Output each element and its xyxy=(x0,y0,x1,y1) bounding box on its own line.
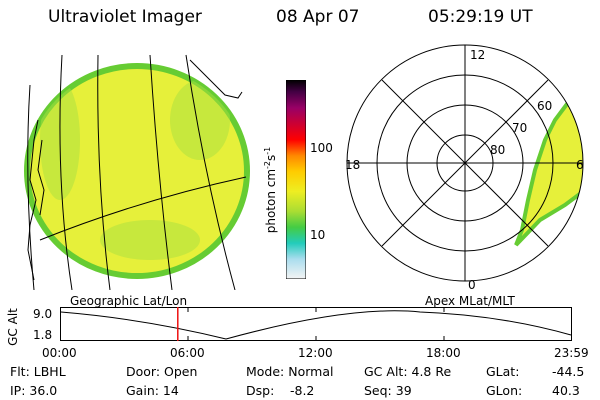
intensity-colorbar xyxy=(286,80,306,279)
glat-value: -44.5 xyxy=(552,364,585,379)
orbit-altitude-curve xyxy=(60,310,572,340)
timeline-xtick-2359: 23:59 xyxy=(554,346,589,360)
mlat-label-60: 60 xyxy=(537,99,552,113)
latitude-line xyxy=(39,176,247,241)
glon-value: 40.3 xyxy=(552,383,580,398)
timeline-ymin: 1.8 xyxy=(33,328,53,342)
mlt-label-18: 18 xyxy=(345,158,360,172)
timeline-xtick-1200: 12:00 xyxy=(298,346,333,360)
polar-mlt-panel: 12 18 6 0 60 70 80 xyxy=(345,44,584,292)
gc-alt-info: GC Alt: 4.8 Re xyxy=(364,364,452,379)
ip-info: IP: 36.0 xyxy=(10,383,58,398)
gain-info: Gain: 14 xyxy=(126,383,179,398)
timeline-xtick-0000: 00:00 xyxy=(42,346,77,360)
colorbar-tick-100: 100 xyxy=(310,141,333,155)
timeline-xtick-1800: 18:00 xyxy=(426,346,461,360)
longitude-grid xyxy=(27,54,236,290)
image-date: 08 Apr 07 xyxy=(276,7,360,27)
geographic-caption: Geographic Lat/Lon xyxy=(70,294,188,308)
mlt-label-6: 6 xyxy=(576,158,584,172)
mlt-label-12: 12 xyxy=(470,48,485,62)
coastline xyxy=(27,59,243,281)
dsp-label: Dsp: xyxy=(246,383,275,398)
glon-label: GLon: xyxy=(486,383,523,398)
colorbar-unit-label-wrap: photon cm-2s-1 xyxy=(263,147,287,234)
colorbar-unit-label: photon cm-2s-1 xyxy=(263,146,278,234)
timeline-ymax: 9.0 xyxy=(33,307,53,321)
seq-info: Seq: 39 xyxy=(364,383,412,398)
altitude-timeline xyxy=(60,307,572,341)
timeline-ticks xyxy=(187,307,445,341)
glat-label: GLat: xyxy=(486,364,520,379)
apex-caption: Apex MLat/MLT xyxy=(425,294,515,308)
geographic-image-panel xyxy=(24,54,250,290)
dsp-value: -8.2 xyxy=(290,383,315,398)
colorbar-tick-10: 10 xyxy=(310,228,326,242)
filter-info: Flt: LBHL xyxy=(10,364,66,379)
timeline-xtick-0600: 06:00 xyxy=(170,346,205,360)
polar-grid xyxy=(346,44,584,282)
mlat-label-70: 70 xyxy=(512,121,527,135)
auroral-disk xyxy=(24,63,250,279)
door-info: Door: Open xyxy=(126,364,198,379)
instrument-title: Ultraviolet Imager xyxy=(48,7,202,27)
mode-info: Mode: Normal xyxy=(246,364,334,379)
mlat-label-80: 80 xyxy=(490,143,505,157)
timeline-ylabel: GC Alt xyxy=(5,308,20,346)
image-time: 05:29:19 UT xyxy=(428,7,533,27)
mlt-label-0: 0 xyxy=(468,278,476,292)
